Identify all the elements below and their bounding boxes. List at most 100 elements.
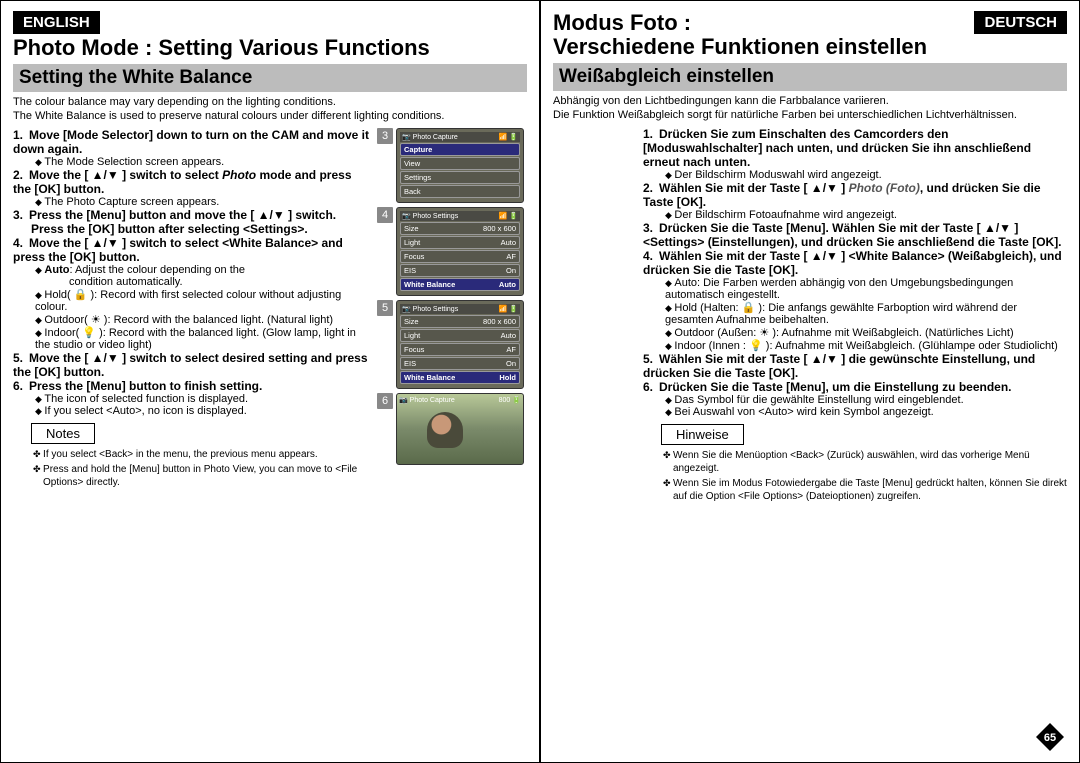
step-text: Press the [Menu] button and move the [ ▲…	[29, 208, 336, 222]
intro-line: The White Balance is used to preserve na…	[13, 110, 445, 122]
step-sub: Auto: Adjust the colour depending on the…	[35, 264, 369, 288]
step-text: Wählen Sie mit der Taste [ ▲/▼ ] <White …	[643, 249, 1062, 277]
menu-item: Size800 x 600	[400, 222, 520, 235]
page-title-en: Photo Mode : Setting Various Functions	[13, 36, 527, 60]
menu-item: EISOn	[400, 357, 520, 370]
step: 2.Wählen Sie mit der Taste [ ▲/▼ ] Photo…	[643, 181, 1067, 209]
manual-page: ENGLISH Photo Mode : Setting Various Fun…	[0, 0, 1080, 763]
menu-item: FocusAF	[400, 343, 520, 356]
note-item: Wenn Sie die Menüoption <Back> (Zurück) …	[673, 449, 1067, 475]
page-number-badge: 65	[1035, 722, 1065, 752]
step-text: Move the [ ▲/▼ ] switch to select	[29, 168, 222, 182]
menu-item: FocusAF	[400, 250, 520, 263]
step: 3.Press the [Menu] button and move the […	[13, 208, 369, 236]
step-sub: Indoor (Innen : 💡 ): Aufnahme mit Weißab…	[665, 339, 1067, 352]
screenshot-4: 4 📷 Photo Settings📶 🔋 Size800 x 600 Ligh…	[377, 207, 527, 296]
step-text: Drücken Sie die Taste [Menu], um die Ein…	[659, 380, 1012, 394]
step-sub: The icon of selected function is display…	[35, 393, 369, 405]
step-text: Press the [OK] button after selecting <S…	[31, 222, 308, 236]
menu-item: White BalanceAuto	[400, 278, 520, 291]
screenshot-num: 3	[377, 128, 393, 144]
menu-item: Size800 x 600	[400, 315, 520, 328]
screenshot-num: 6	[377, 393, 393, 409]
intro-text-de: Abhängig von den Lichtbedingungen kann d…	[553, 95, 1067, 123]
step-emph: Photo	[222, 168, 256, 182]
menu-item: White BalanceHold	[400, 371, 520, 384]
screen-header: 📷 Photo Settings📶 🔋	[400, 304, 520, 314]
notes-label-de: Hinweise	[661, 424, 744, 445]
step: 6.Press the [Menu] button to finish sett…	[13, 379, 369, 393]
screenshot-5: 5 📷 Photo Settings📶 🔋 Size800 x 600 Ligh…	[377, 300, 527, 389]
step: 1.Move [Mode Selector] down to turn on t…	[13, 128, 369, 156]
step-sub: Hold( 🔒 ): Record with first selected co…	[35, 288, 369, 313]
screenshot-6: 6 📷 Photo Capture800 🔋	[377, 393, 527, 465]
menu-item: LightAuto	[400, 329, 520, 342]
step: 5.Wählen Sie mit der Taste [ ▲/▼ ] die g…	[643, 352, 1067, 380]
note-item: Press and hold the [Menu] button in Phot…	[43, 463, 369, 489]
intro-line: Abhängig von den Lichtbedingungen kann d…	[553, 95, 889, 107]
screenshot-3: 3 📷 Photo Capture📶 🔋 Capture View Settin…	[377, 128, 527, 203]
step-text: Press the [Menu] button to finish settin…	[29, 379, 262, 393]
page-title-de: Modus Foto :Verschiedene Funktionen eins…	[553, 11, 927, 59]
english-column: ENGLISH Photo Mode : Setting Various Fun…	[1, 1, 541, 762]
step-text: Move the [ ▲/▼ ] switch to select <White…	[13, 236, 343, 264]
lang-tag-de: DEUTSCH	[974, 11, 1067, 34]
menu-item: LightAuto	[400, 236, 520, 249]
menu-item: View	[400, 157, 520, 170]
step-text: Drücken Sie die Taste [Menu]. Wählen Sie…	[643, 221, 1062, 249]
lang-tag-en: ENGLISH	[13, 11, 100, 34]
section-heading-en: Setting the White Balance	[13, 64, 527, 92]
camera-screen: 📷 Photo Capture📶 🔋 Capture View Settings…	[396, 128, 524, 203]
intro-line: Die Funktion Weißabgleich sorgt für natü…	[553, 109, 1017, 121]
step-sub: Der Bildschirm Fotoaufnahme wird angezei…	[665, 209, 1067, 221]
note-item: Wenn Sie im Modus Fotowiedergabe die Tas…	[673, 477, 1067, 503]
step: 2.Move the [ ▲/▼ ] switch to select Phot…	[13, 168, 369, 196]
step-sub: Outdoor (Außen: ☀ ): Aufnahme mit Weißab…	[665, 326, 1067, 339]
steps-de: 1.Drücken Sie zum Einschalten des Camcor…	[643, 127, 1067, 418]
step-sub: The Mode Selection screen appears.	[35, 156, 369, 168]
step-text: Wählen Sie mit der Taste [ ▲/▼ ] die gew…	[643, 352, 1035, 380]
menu-item: Back	[400, 185, 520, 198]
step-text: Move [Mode Selector] down to turn on the…	[13, 128, 369, 156]
step: 5.Move the [ ▲/▼ ] switch to select desi…	[13, 351, 369, 379]
notes-label-en: Notes	[31, 423, 95, 444]
camera-screen: 📷 Photo Settings📶 🔋 Size800 x 600 LightA…	[396, 300, 524, 389]
step-sub: Der Bildschirm Moduswahl wird angezeigt.	[665, 169, 1067, 181]
step-sub: The Photo Capture screen appears.	[35, 196, 369, 208]
menu-item: Capture	[400, 143, 520, 156]
screenshot-num: 5	[377, 300, 393, 316]
screenshot-num: 4	[377, 207, 393, 223]
step: 1.Drücken Sie zum Einschalten des Camcor…	[643, 127, 1067, 169]
step: 4.Move the [ ▲/▼ ] switch to select <Whi…	[13, 236, 369, 264]
camera-screen: 📷 Photo Settings📶 🔋 Size800 x 600 LightA…	[396, 207, 524, 296]
section-heading-de: Weißabgleich einstellen	[553, 63, 1067, 91]
step-sub: Das Symbol für die gewählte Einstellung …	[665, 394, 1067, 406]
step-sub: Indoor( 💡 ): Record with the balanced li…	[35, 326, 369, 351]
step-sub: Bei Auswahl von <Auto> wird kein Symbol …	[665, 406, 1067, 418]
step-sub: Hold (Halten: 🔒 ): Die anfangs gewählte …	[665, 301, 1067, 326]
step-sub: Outdoor( ☀ ): Record with the balanced l…	[35, 313, 369, 326]
step: 4.Wählen Sie mit der Taste [ ▲/▼ ] <Whit…	[643, 249, 1067, 277]
page-number: 65	[1044, 732, 1056, 744]
menu-item: EISOn	[400, 264, 520, 277]
intro-line: The colour balance may vary depending on…	[13, 96, 336, 108]
menu-item: Settings	[400, 171, 520, 184]
steps-en: 1.Move [Mode Selector] down to turn on t…	[13, 128, 369, 491]
step-emph: Photo (Foto)	[849, 181, 920, 195]
content-row: 1.Move [Mode Selector] down to turn on t…	[13, 128, 527, 491]
step-text: Move the [ ▲/▼ ] switch to select desire…	[13, 351, 368, 379]
notes-de: Wenn Sie die Menüoption <Back> (Zurück) …	[643, 449, 1067, 503]
screenshot-column: 3 📷 Photo Capture📶 🔋 Capture View Settin…	[377, 128, 527, 491]
screen-header: 📷 Photo Settings📶 🔋	[400, 211, 520, 221]
step-sub: Auto: Die Farben werden abhängig von den…	[665, 277, 1067, 301]
step-text: Drücken Sie zum Einschalten des Camcorde…	[643, 127, 1031, 169]
step-text: Wählen Sie mit der Taste [ ▲/▼ ]	[659, 181, 849, 195]
intro-text-en: The colour balance may vary depending on…	[13, 96, 527, 124]
screen-header: 📷 Photo Capture📶 🔋	[400, 132, 520, 142]
note-item: If you select <Back> in the menu, the pr…	[43, 448, 369, 461]
step: 6.Drücken Sie die Taste [Menu], um die E…	[643, 380, 1067, 394]
step-sub: If you select <Auto>, no icon is display…	[35, 405, 369, 417]
german-column: Modus Foto :Verschiedene Funktionen eins…	[541, 1, 1079, 762]
step: 3.Drücken Sie die Taste [Menu]. Wählen S…	[643, 221, 1067, 249]
camera-photo-preview: 📷 Photo Capture800 🔋	[396, 393, 524, 465]
